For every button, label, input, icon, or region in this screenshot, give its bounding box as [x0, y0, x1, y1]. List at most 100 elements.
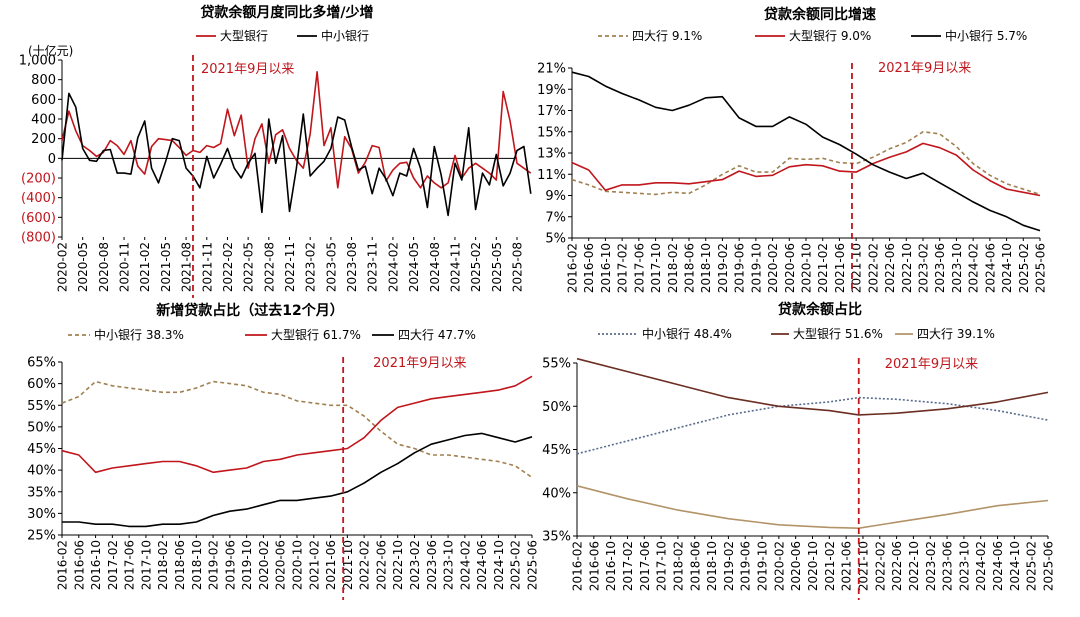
x-tick-label: 2023-02: [917, 243, 931, 293]
x-tick-label: 2025-02: [509, 540, 523, 590]
x-tick-label: 2022-02: [873, 541, 887, 591]
y-tick-label: 50%: [542, 400, 571, 415]
y-tick-label: 800: [31, 73, 56, 88]
y-tick-label: 11%: [537, 168, 566, 183]
x-tick-label: 2024-02: [386, 242, 400, 292]
y-tick-label: 55%: [542, 357, 571, 372]
x-tick-label: 2019-02: [722, 541, 736, 591]
x-tick-label: 2020-02: [257, 540, 271, 590]
x-tick-label: 2018-10: [190, 540, 204, 590]
x-tick-label: 2023-10: [957, 541, 971, 591]
x-tick-label: 2021-08: [180, 242, 194, 292]
annotation-label: 2021年9月以来: [373, 356, 466, 371]
y-tick-label: 40%: [542, 486, 571, 501]
x-tick-label: 2016-02: [566, 243, 580, 293]
x-tick-label: 2020-02: [766, 243, 780, 293]
x-tick-label: 2019-06: [739, 541, 753, 591]
y-tick-label: (800): [21, 231, 56, 246]
x-tick-label: 2020-05: [76, 242, 90, 292]
x-tick-label: 2025-05: [490, 242, 504, 292]
x-tick-label: 2023-05: [324, 242, 338, 292]
y-tick-label: 600: [31, 93, 56, 108]
x-tick-label: 2023-02: [924, 541, 938, 591]
x-tick-label: 2021-02: [823, 541, 837, 591]
series-line-中小银行: [61, 92, 532, 217]
y-tick-label: 13%: [537, 147, 566, 162]
legend-label: 四大行 39.1%: [917, 327, 995, 341]
x-tick-label: 2016-10: [599, 243, 613, 293]
x-tick-label: 2022-06: [890, 541, 904, 591]
series-line-中小银行: [571, 71, 1041, 232]
legend-label: 中小银行 48.4%: [642, 326, 732, 341]
y-tick-label: (400): [21, 191, 56, 206]
y-tick-label: 35%: [542, 530, 571, 545]
y-tick-label: 45%: [27, 442, 56, 457]
y-tick-label: 55%: [27, 399, 56, 414]
x-tick-label: 2022-10: [391, 540, 405, 590]
x-tick-label: 2024-06: [475, 540, 489, 590]
x-tick-label: 2018-10: [699, 243, 713, 293]
y-tick-label: 45%: [542, 443, 571, 458]
y-tick-label: (200): [21, 172, 56, 187]
x-tick-label: 2019-10: [756, 541, 770, 591]
x-tick-label: 2019-06: [733, 243, 747, 293]
x-tick-label: 2025-06: [526, 540, 540, 590]
x-tick-label: 2018-10: [705, 541, 719, 591]
x-tick-label: 2021-02: [816, 243, 830, 293]
x-tick-label: 2021-11: [200, 242, 214, 292]
chart-title: 贷款余额占比: [778, 301, 862, 318]
x-tick-label: 2020-10: [806, 541, 820, 591]
x-tick-label: 2020-06: [789, 541, 803, 591]
x-tick-label: 2024-05: [407, 242, 421, 292]
series-line-大型银行: [61, 71, 532, 189]
chart-title: 贷款余额月度同比多增/少增: [200, 4, 373, 21]
y-tick-label: 21%: [537, 62, 566, 77]
x-tick-label: 2018-02: [156, 540, 170, 590]
x-tick-label: 2022-06: [374, 540, 388, 590]
x-tick-label: 2023-11: [366, 242, 380, 292]
x-tick-label: 2017-10: [139, 540, 153, 590]
x-tick-label: 2023-02: [304, 242, 318, 292]
x-tick-label: 2021-10: [850, 243, 864, 293]
y-tick-label: (600): [21, 211, 56, 226]
x-tick-label: 2022-08: [262, 242, 276, 292]
x-tick-label: 2021-02: [138, 242, 152, 292]
y-tick-label: 17%: [537, 104, 566, 119]
x-tick-label: 2022-05: [242, 242, 256, 292]
x-tick-label: 2017-06: [123, 540, 137, 590]
x-tick-label: 2016-06: [72, 540, 86, 590]
x-tick-label: 2025-02: [469, 242, 483, 292]
x-tick-label: 2017-06: [632, 243, 646, 293]
series-line-大型银行: [571, 142, 1041, 197]
x-tick-label: 2021-06: [840, 541, 854, 591]
x-tick-label: 2024-06: [991, 541, 1005, 591]
series-line-四大行: [571, 131, 1041, 196]
x-tick-label: 2020-10: [800, 243, 814, 293]
x-tick-label: 2017-10: [649, 243, 663, 293]
y-tick-label: 65%: [27, 356, 56, 371]
x-tick-label: 2016-10: [604, 541, 618, 591]
y-tick-label: 25%: [27, 529, 56, 544]
x-tick-label: 2018-06: [688, 541, 702, 591]
x-tick-label: 2020-11: [118, 242, 132, 292]
x-tick-label: 2024-02: [974, 541, 988, 591]
x-tick-label: 2020-08: [97, 242, 111, 292]
y-tick-label: 400: [31, 113, 56, 128]
x-tick-label: 2022-10: [907, 541, 921, 591]
x-tick-label: 2025-02: [1017, 243, 1031, 293]
x-tick-label: 2022-02: [358, 540, 372, 590]
y-tick-label: 1,000: [19, 54, 56, 69]
x-tick-label: 2020-06: [783, 243, 797, 293]
legend-label: 大型银行 61.7%: [271, 328, 361, 342]
x-tick-label: 2021-02: [307, 540, 321, 590]
x-tick-label: 2018-06: [173, 540, 187, 590]
legend-label: 四大行 9.1%: [632, 29, 702, 43]
y-tick-label: 15%: [537, 125, 566, 140]
x-tick-label: 2022-11: [283, 242, 297, 292]
x-tick-label: 2019-02: [207, 540, 221, 590]
x-tick-label: 2016-02: [56, 540, 70, 590]
legend-label: 大型银行 51.6%: [793, 327, 883, 341]
y-tick-label: 19%: [537, 83, 566, 98]
